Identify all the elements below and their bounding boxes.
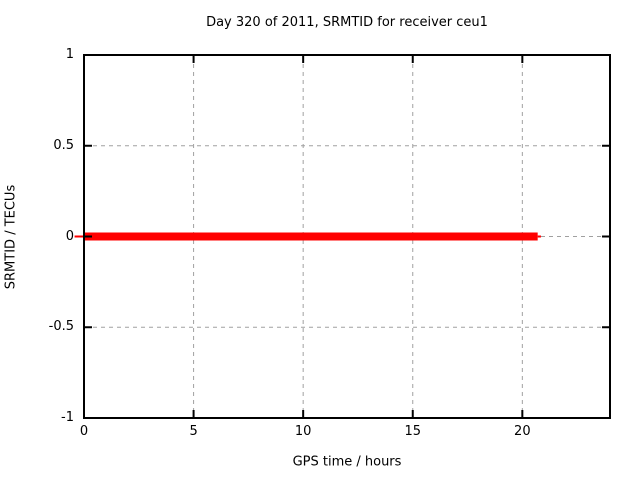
x-tick-label: 15 — [404, 424, 422, 439]
y-tick-label: -0.5 — [48, 319, 74, 335]
y-tick-label: 0 — [65, 228, 74, 244]
x-tick-label: 10 — [294, 424, 312, 439]
y-axis-label: SRMTID / TECUs — [3, 184, 19, 290]
y-tick-label: -1 — [61, 410, 74, 425]
plot-border — [83, 54, 611, 419]
x-axis-label: GPS time / hours — [292, 454, 402, 470]
x-tick-label: 20 — [514, 424, 531, 439]
y-tick-label: 0.5 — [53, 137, 74, 153]
chart-title: Day 320 of 2011, SRMTID for receiver ceu… — [206, 15, 488, 30]
x-tick-label: 5 — [189, 424, 198, 439]
y-tick-label: 1 — [65, 47, 74, 62]
x-tick-label: 0 — [79, 424, 89, 439]
